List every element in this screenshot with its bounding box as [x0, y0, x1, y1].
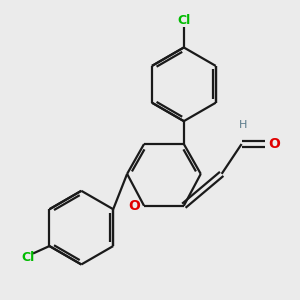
Text: O: O — [268, 137, 280, 151]
Text: Cl: Cl — [177, 14, 190, 27]
Text: H: H — [238, 120, 247, 130]
Text: O: O — [128, 199, 140, 213]
Text: Cl: Cl — [21, 251, 34, 265]
